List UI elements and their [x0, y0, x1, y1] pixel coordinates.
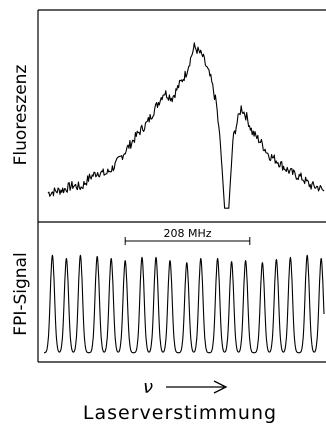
mhz-annotation: 208 MHz: [124, 227, 251, 245]
fpi-ylabel: FPI-Signal: [11, 252, 31, 335]
arrow-head-icon: [213, 380, 228, 394]
x-axis-label: Laserverstimmung: [83, 402, 277, 424]
nu-symbol: ν: [143, 377, 153, 398]
mhz-annotation-label: 208 MHz: [163, 227, 211, 240]
fluorescence-ylabel: Fluoreszenz: [11, 65, 31, 166]
fluorescence-panel: Fluoreszenz: [11, 9, 326, 222]
fluorescence-series-line: [47, 42, 325, 209]
nu-arrow: ν: [143, 377, 228, 398]
fpi-series-line: [43, 254, 325, 354]
fpi-panel: FPI-Signal 208 MHz: [11, 222, 326, 363]
